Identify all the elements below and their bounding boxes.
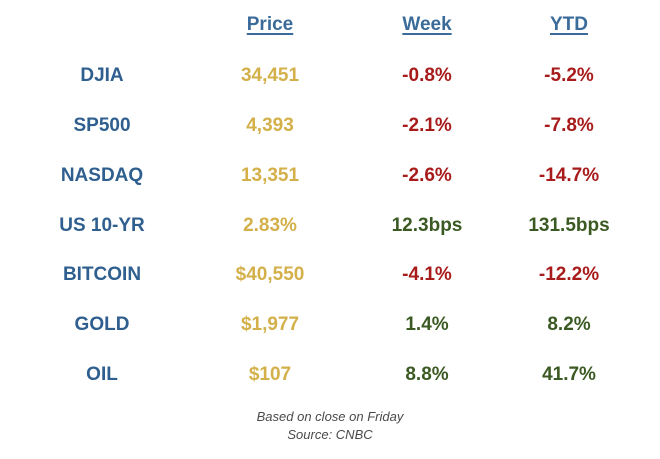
row-ytd-change: 131.5bps [528,215,610,236]
row-price: 4,393 [246,115,294,136]
table-row: GOLD $1,977 1.4% 8.2% [0,314,660,344]
table-row: BITCOIN $40,550 -4.1% -12.2% [0,264,660,294]
row-week-change: -2.6% [402,165,452,186]
row-ytd-change: -7.8% [544,115,594,136]
header-price: Price [246,14,294,35]
row-price: 34,451 [240,65,300,86]
footnote-source: Source: CNBC [287,427,373,442]
footnote-basis: Based on close on Friday [256,409,404,424]
table-row: OIL $107 8.8% 41.7% [0,364,660,394]
row-week-change: -2.1% [402,115,452,136]
footnote: Based on close on Friday Source: CNBC [0,408,660,444]
row-ytd-change: -14.7% [538,165,600,186]
row-week-change: 8.8% [405,364,449,385]
row-week-change: 12.3bps [391,215,463,236]
row-price: $40,550 [235,264,305,285]
row-ytd-change: -12.2% [538,264,600,285]
row-name: DJIA [80,65,124,86]
row-name: US 10-YR [59,215,145,236]
row-name: OIL [86,364,118,385]
table-header: Price Week YTD [0,14,660,42]
header-week: Week [402,14,452,35]
table-row: NASDAQ 13,351 -2.6% -14.7% [0,165,660,195]
row-name: SP500 [73,115,131,136]
row-ytd-change: -5.2% [544,65,594,86]
row-price: $107 [248,364,292,385]
table-row: SP500 4,393 -2.1% -7.8% [0,115,660,145]
header-ytd: YTD [550,14,588,35]
table-row: US 10-YR 2.83% 12.3bps 131.5bps [0,215,660,245]
row-price: 13,351 [240,165,300,186]
row-week-change: -4.1% [402,264,452,285]
row-name: GOLD [74,314,130,335]
row-ytd-change: 8.2% [547,314,591,335]
table-row: DJIA 34,451 -0.8% -5.2% [0,65,660,95]
row-price: $1,977 [240,314,300,335]
row-week-change: -0.8% [402,65,452,86]
row-name: BITCOIN [62,264,142,285]
row-ytd-change: 41.7% [542,364,596,385]
row-price: 2.83% [243,215,297,236]
row-name: NASDAQ [60,165,144,186]
row-week-change: 1.4% [405,314,449,335]
